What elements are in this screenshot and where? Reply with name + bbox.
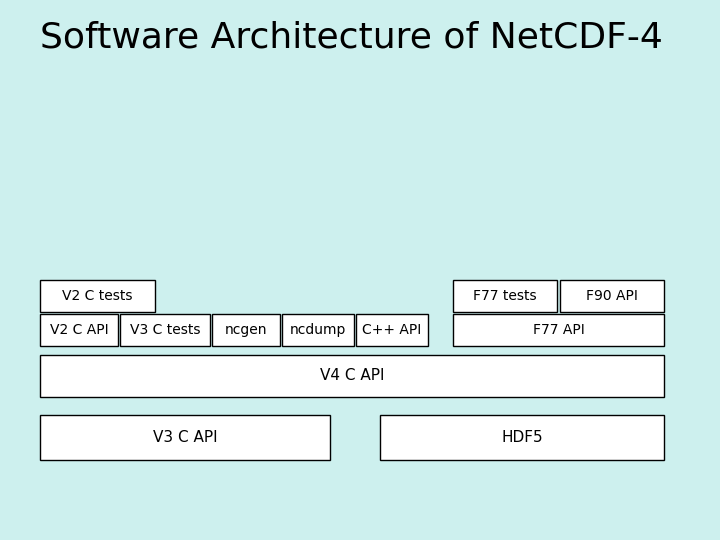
Bar (453, 280, 557, 312)
Bar (40, 355, 664, 397)
Text: V2 C tests: V2 C tests (62, 289, 132, 303)
Bar (380, 415, 664, 460)
Bar (120, 314, 210, 346)
Text: HDF5: HDF5 (501, 430, 543, 445)
Text: V2 C API: V2 C API (50, 323, 108, 337)
Bar (212, 314, 280, 346)
Text: V3 C API: V3 C API (153, 430, 217, 445)
Text: ncdump: ncdump (290, 323, 346, 337)
Text: V3 C tests: V3 C tests (130, 323, 200, 337)
Bar (40, 415, 330, 460)
Text: ncgen: ncgen (225, 323, 267, 337)
Bar (40, 314, 118, 346)
Text: F77 API: F77 API (533, 323, 585, 337)
Text: F77 tests: F77 tests (473, 289, 537, 303)
Bar (453, 314, 664, 346)
Text: F90 API: F90 API (586, 289, 638, 303)
Bar (40, 280, 155, 312)
Text: V4 C API: V4 C API (320, 368, 384, 383)
Bar (560, 280, 664, 312)
Bar (282, 314, 354, 346)
Text: C++ API: C++ API (362, 323, 422, 337)
Bar (356, 314, 428, 346)
Text: Software Architecture of NetCDF-4: Software Architecture of NetCDF-4 (40, 20, 663, 54)
